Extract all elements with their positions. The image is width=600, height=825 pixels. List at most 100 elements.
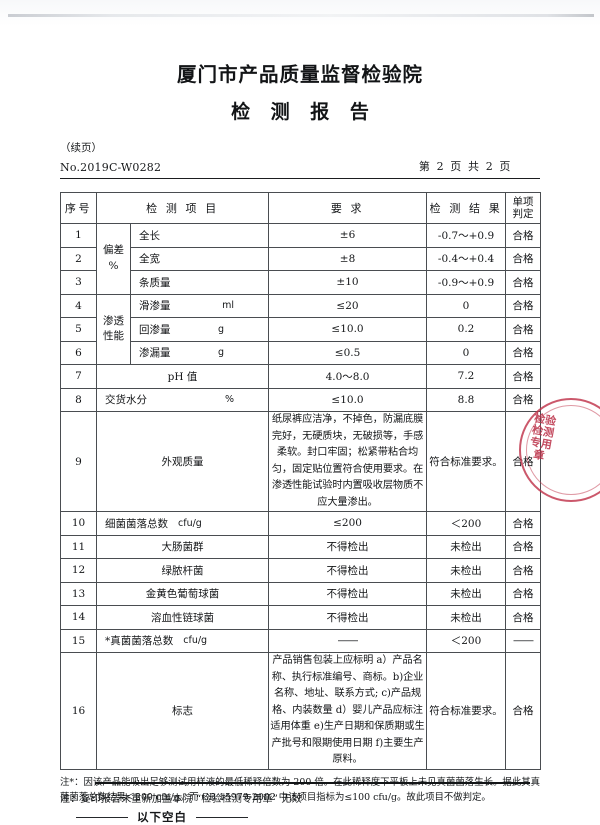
row-no: 11 bbox=[60, 534, 97, 560]
blank-mark-label: 以下空白 bbox=[137, 810, 187, 825]
group-deviation-name: 偏差 bbox=[103, 244, 124, 256]
table-row: 7 pH 值 4.0～8.0 7.2 合格 bbox=[60, 364, 542, 389]
row-result: 未检出 bbox=[426, 605, 507, 630]
row-verdict: 合格 bbox=[505, 317, 542, 342]
row-item-unit: % bbox=[224, 394, 235, 406]
header-verdict: 单项 判定 bbox=[505, 192, 542, 224]
row-no: 8 bbox=[60, 387, 97, 412]
row-no: 16 bbox=[60, 652, 97, 770]
row-result: 7.2 bbox=[426, 364, 507, 389]
row-no: 2 bbox=[60, 246, 97, 271]
row-item: *真菌菌落总数 cfu/g bbox=[95, 628, 270, 654]
row-requirement: 不得检出 bbox=[268, 605, 428, 630]
row-result: 符合标准要求。 bbox=[426, 652, 507, 770]
row-requirement: 产品销售包装上应标明 a）产品名称、执行标准编号、商标。b)企业名称、地址、联系… bbox=[268, 652, 428, 770]
row-no: 4 bbox=[60, 293, 97, 318]
document-content: 厦门市产品质量监督检验院 检 测 报 告 （续页） No.2019C-W0282… bbox=[60, 0, 542, 825]
table-row: 15 *真菌菌落总数 cfu/g —— ＜200 —— bbox=[60, 628, 542, 654]
row-result: 8.8 bbox=[426, 387, 507, 412]
row-verdict: 合格 bbox=[505, 293, 542, 318]
group-deviation: 偏差 % bbox=[96, 223, 131, 295]
row-requirement: 不得检出 bbox=[268, 558, 428, 583]
row-verdict: 合格 bbox=[505, 605, 542, 630]
group-permeability-line1: 渗透 bbox=[103, 314, 124, 327]
row-item: 大肠菌群 bbox=[95, 534, 270, 560]
row-requirement: ±8 bbox=[268, 246, 428, 271]
row-item: 交货水分 % bbox=[95, 387, 270, 412]
row-item-name: 回渗量 bbox=[139, 323, 171, 336]
table-row: 1 偏差 % 全长 ±6 -0.7～+0.9 合格 bbox=[60, 223, 542, 295]
row-no: 15 bbox=[60, 628, 97, 654]
row-verdict: 合格 bbox=[505, 364, 542, 389]
footer-note: 注：复印报告未重新加盖本院 “检验检测专用章” 无效 bbox=[60, 794, 302, 805]
row-verdict: 合格 bbox=[505, 410, 542, 513]
row-item-name: 滑渗量 bbox=[139, 300, 171, 313]
row-requirement: ≤0.5 bbox=[268, 340, 428, 365]
row-item: 回渗量 g bbox=[129, 317, 270, 342]
row-item-name: 条质量 bbox=[139, 276, 171, 289]
row-item: 绿脓杆菌 bbox=[95, 558, 270, 583]
blank-mark-line-left bbox=[76, 816, 128, 818]
row-item-unit: ml bbox=[222, 300, 235, 312]
row-item-name: 全长 bbox=[139, 229, 160, 242]
row-verdict: 合格 bbox=[505, 511, 542, 536]
table-row: 6 渗漏量 g ≤0.5 0 合格 bbox=[60, 340, 542, 365]
row-item: pH 值 bbox=[95, 364, 270, 389]
row-no: 7 bbox=[60, 364, 97, 389]
row-item-name: 细菌菌落总数 bbox=[105, 517, 168, 530]
table-row: 3 条质量 ±10 -0.9～+0.9 合格 bbox=[60, 270, 542, 295]
table-row: 11 大肠菌群 不得检出 未检出 合格 bbox=[60, 534, 542, 560]
table-row: 16 标志 产品销售包装上应标明 a）产品名称、执行标准编号、商标。b)企业名称… bbox=[60, 652, 542, 770]
header-result: 检 测 结 果 bbox=[426, 192, 507, 224]
table-header-row: 序号 检 测 项 目 要 求 检 测 结 果 单项 判定 bbox=[60, 192, 542, 224]
row-no: 14 bbox=[60, 605, 97, 630]
row-no: 1 bbox=[60, 223, 97, 248]
row-requirement: ±10 bbox=[268, 270, 428, 295]
row-item: 条质量 bbox=[129, 270, 270, 295]
table-row: 9 外观质量 纸尿裤应洁净，不掉色，防漏底膜完好，无硬质块，无破损等，手感柔软。… bbox=[60, 410, 542, 513]
row-result: 未检出 bbox=[426, 581, 507, 607]
row-item: 全宽 bbox=[129, 246, 270, 271]
row-item: 细菌菌落总数 cfu/g bbox=[95, 511, 270, 536]
row-item: 渗漏量 g bbox=[129, 340, 270, 365]
row-item-unit: cfu/g bbox=[178, 517, 202, 529]
row-no: 3 bbox=[60, 270, 97, 295]
table-row: 5 回渗量 g ≤10.0 0.2 合格 bbox=[60, 317, 542, 342]
row-result: -0.9～+0.9 bbox=[426, 270, 507, 295]
table-row: 8 交货水分 % ≤10.0 8.8 合格 bbox=[60, 387, 542, 412]
row-requirement: ≤20 bbox=[268, 293, 428, 318]
row-result: 未检出 bbox=[426, 534, 507, 560]
row-item-unit: g bbox=[217, 347, 225, 359]
row-requirement: ≤10.0 bbox=[268, 317, 428, 342]
reference-row: No.2019C-W0282 第 2 页 共 2 页 bbox=[60, 158, 540, 174]
row-result: 0 bbox=[426, 340, 507, 365]
report-number: No.2019C-W0282 bbox=[60, 161, 162, 174]
row-requirement: ≤200 bbox=[268, 511, 428, 536]
continued-page-mark: （续页） bbox=[60, 142, 102, 154]
row-item: 金黄色葡萄球菌 bbox=[95, 581, 270, 607]
group-deviation-unit: % bbox=[108, 259, 119, 272]
row-item-name: 交货水分 bbox=[105, 394, 147, 407]
table-row: 10 细菌菌落总数 cfu/g ≤200 ＜200 合格 bbox=[60, 511, 542, 536]
row-item: 标志 bbox=[95, 652, 270, 770]
row-requirement: 4.0～8.0 bbox=[268, 364, 428, 389]
row-verdict: 合格 bbox=[505, 387, 542, 412]
row-verdict: 合格 bbox=[505, 534, 542, 560]
row-requirement: ±6 bbox=[268, 223, 428, 248]
row-item: 外观质量 bbox=[95, 410, 270, 513]
row-item: 全长 bbox=[129, 223, 270, 248]
table-row: 12 绿脓杆菌 不得检出 未检出 合格 bbox=[60, 558, 542, 583]
row-no: 10 bbox=[60, 511, 97, 536]
table-row: 4 渗透 性能 滑渗量 ml ≤20 0 合格 bbox=[60, 293, 542, 365]
header-item: 检 测 项 目 bbox=[95, 192, 270, 224]
row-no: 12 bbox=[60, 558, 97, 583]
row-item: 滑渗量 ml bbox=[129, 293, 270, 318]
inspection-results-table: 序号 检 测 项 目 要 求 检 测 结 果 单项 判定 1 偏差 % bbox=[60, 192, 542, 770]
header-verdict-line1: 单项 bbox=[512, 195, 534, 208]
row-verdict: 合格 bbox=[505, 270, 542, 295]
row-requirement: 纸尿裤应洁净，不掉色，防漏底膜完好，无硬质块，无破损等，手感柔软。封口牢固；松紧… bbox=[268, 410, 428, 513]
organization-title: 厦门市产品质量监督检验院 bbox=[176, 63, 423, 86]
row-result: -0.4～+0.4 bbox=[426, 246, 507, 271]
table-row: 13 金黄色葡萄球菌 不得检出 未检出 合格 bbox=[60, 581, 542, 607]
row-requirement: 不得检出 bbox=[268, 534, 428, 560]
